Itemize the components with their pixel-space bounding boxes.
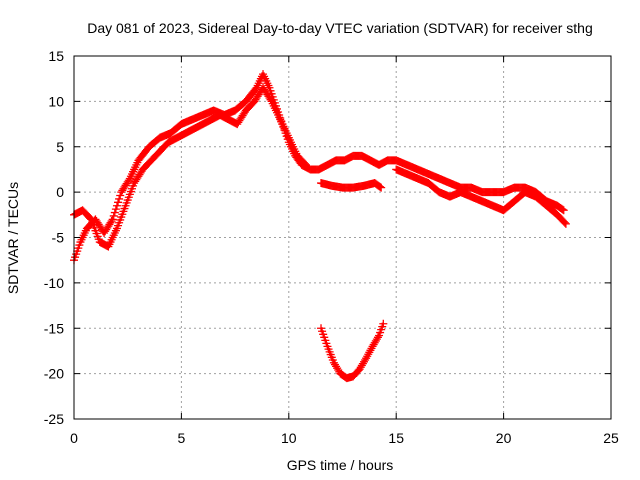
y-tick-label: -25: [44, 411, 64, 427]
y-tick-label: -15: [44, 320, 64, 336]
series-lower-branch: [70, 83, 310, 251]
data-point: [558, 205, 567, 214]
data-point: [560, 218, 569, 227]
data-point: [376, 182, 385, 191]
x-tick-label: 5: [178, 430, 186, 446]
axes: 0 5 10 15 20 25 15 10 5 0 -5 -10 -15 -20 -25: [44, 48, 619, 446]
data-point: [301, 160, 310, 169]
data-point: [561, 219, 570, 228]
x-tick-label: 10: [281, 430, 297, 446]
data-point: [300, 159, 309, 168]
series-dip-arc: [317, 319, 388, 383]
data-point: [109, 211, 118, 220]
data-point: [114, 198, 123, 207]
data-point: [377, 183, 386, 192]
series-detached-arc: [317, 179, 386, 192]
x-tick-label: 20: [496, 430, 512, 446]
data-point: [116, 191, 125, 200]
y-tick-label: 0: [56, 184, 64, 200]
y-tick-label: 5: [56, 139, 64, 155]
data-point: [112, 201, 121, 210]
data-point: [373, 333, 382, 342]
x-tick-label: 25: [603, 430, 619, 446]
y-tick-label: 10: [48, 93, 64, 109]
y-tick-label: 15: [48, 48, 64, 64]
chart-title: Day 081 of 2023, Sidereal Day-to-day VTE…: [87, 20, 593, 36]
data-point: [110, 208, 119, 217]
y-tick-label: -20: [44, 366, 64, 382]
x-axis-label: GPS time / hours: [287, 457, 394, 473]
data-point: [379, 319, 388, 328]
data-point: [108, 215, 117, 224]
grid: [74, 56, 611, 419]
x-tick-label: 15: [388, 430, 404, 446]
data-point: [111, 205, 120, 214]
data-point: [107, 217, 116, 226]
data-point: [559, 206, 568, 215]
x-tick-label: 0: [70, 430, 78, 446]
y-axis-label: SDTVAR / TECUs: [5, 182, 21, 294]
y-tick-label: -10: [44, 275, 64, 291]
series-afternoon-branch: [392, 165, 570, 228]
data-point: [115, 194, 124, 203]
data-points: [70, 70, 570, 383]
y-tick-label: -5: [52, 230, 65, 246]
